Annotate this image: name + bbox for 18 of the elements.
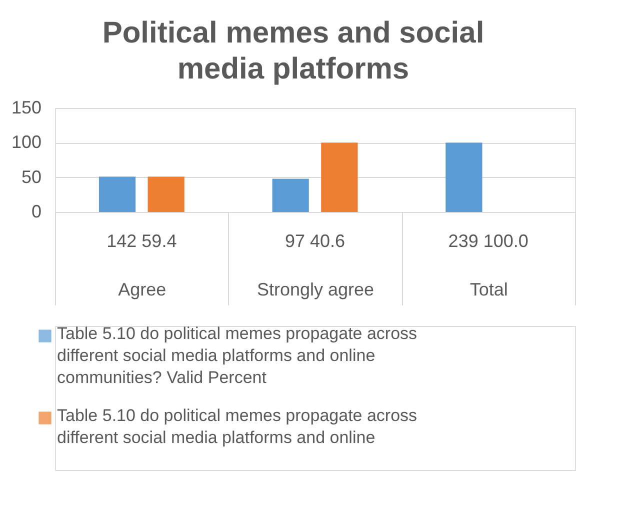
text: 97 40.6 [284,231,346,251]
y-tick-label: 50 [21,166,42,187]
y-tick-label: 100 [11,132,42,152]
y-tick-label: 0 [31,202,42,222]
bar [272,178,309,212]
x-tick-label: Strongly agree [256,280,374,300]
bar [148,176,184,212]
bar [98,176,136,212]
y-tick-label: 150 [11,98,42,118]
chart-title: Political memes and social media platforms [102,16,484,86]
legend-label: Table 5.10 do political memes propagate across different social media platforms and online communities? Valid Percent [57,324,418,387]
x-tick-label: Total [470,280,508,300]
legend-label: Table 5.10 do political memes propagate across different social media platforms and online [57,406,418,447]
text: 239 100.0 [448,231,528,251]
bar [446,142,482,212]
x-tick-label: Agree [118,280,166,300]
text: 142 59.4 [106,231,177,251]
bar [321,142,358,212]
